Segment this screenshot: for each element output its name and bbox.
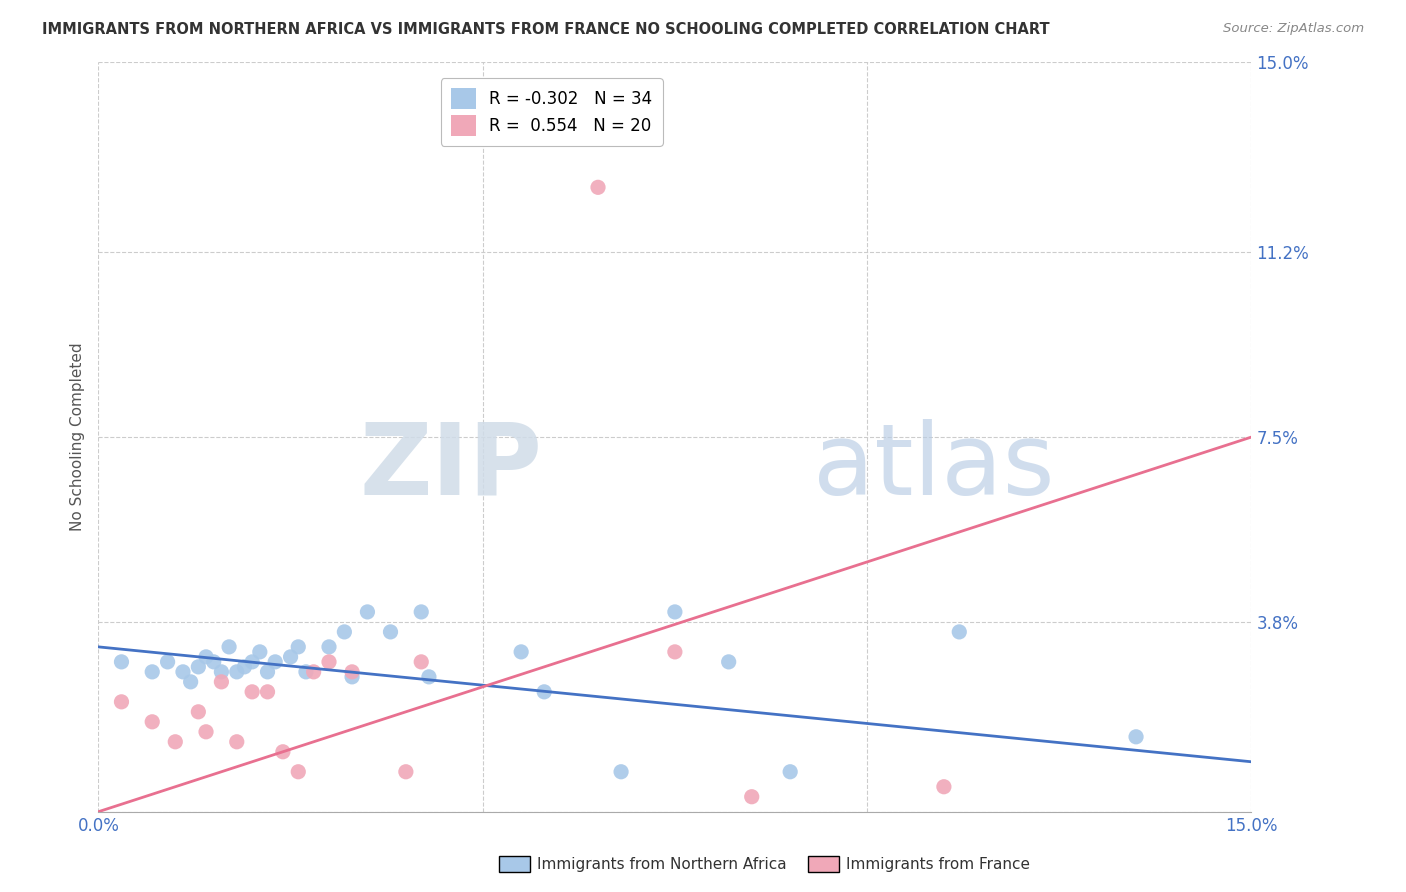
Point (380, 624, 402, 639)
Legend: R = -0.302   N = 34, R =  0.554   N = 20: R = -0.302 N = 34, R = 0.554 N = 20 (441, 78, 662, 145)
Point (110, 655, 132, 669)
Point (395, 764, 418, 779)
Text: Immigrants from France: Immigrants from France (846, 857, 1031, 871)
Point (948, 624, 970, 639)
Text: IMMIGRANTS FROM NORTHERN AFRICA VS IMMIGRANTS FROM FRANCE NO SCHOOLING COMPLETED: IMMIGRANTS FROM NORTHERN AFRICA VS IMMIG… (42, 22, 1050, 37)
Text: Immigrants from Northern Africa: Immigrants from Northern Africa (537, 857, 787, 871)
Point (340, 665, 363, 679)
Point (218, 640, 240, 654)
Point (256, 665, 278, 679)
Point (240, 655, 263, 669)
Point (141, 714, 163, 729)
Point (1125, 730, 1147, 744)
Point (264, 655, 287, 669)
Point (209, 665, 232, 679)
Point (187, 660, 209, 674)
Point (195, 724, 218, 739)
Point (333, 624, 356, 639)
Point (287, 640, 309, 654)
Point (141, 665, 163, 679)
Point (318, 640, 340, 654)
Point (202, 655, 225, 669)
Point (233, 660, 256, 674)
Point (256, 685, 278, 699)
Point (664, 645, 686, 659)
Point (418, 670, 440, 684)
Point (187, 705, 209, 719)
Point (249, 645, 271, 659)
Point (932, 780, 955, 794)
Point (295, 665, 318, 679)
Y-axis label: No Schooling Completed: No Schooling Completed (69, 343, 84, 532)
Point (225, 665, 247, 679)
Point (586, 180, 609, 194)
Point (240, 685, 263, 699)
Point (411, 605, 433, 619)
Point (533, 685, 555, 699)
Point (172, 665, 194, 679)
Point (271, 745, 294, 759)
Text: Source: ZipAtlas.com: Source: ZipAtlas.com (1223, 22, 1364, 36)
Point (302, 665, 325, 679)
Text: atlas: atlas (813, 418, 1054, 516)
Text: ZIP: ZIP (360, 418, 543, 516)
Point (411, 655, 433, 669)
Point (510, 645, 533, 659)
Point (110, 695, 132, 709)
Point (741, 789, 763, 804)
Point (318, 655, 340, 669)
Point (610, 764, 633, 779)
Point (165, 735, 187, 749)
Point (340, 670, 363, 684)
Point (209, 674, 232, 689)
Point (664, 605, 686, 619)
Point (156, 655, 179, 669)
Point (195, 649, 218, 664)
Point (779, 764, 801, 779)
Point (180, 674, 202, 689)
Point (287, 764, 309, 779)
Point (356, 605, 378, 619)
Point (280, 649, 302, 664)
Point (717, 655, 740, 669)
Point (225, 735, 247, 749)
